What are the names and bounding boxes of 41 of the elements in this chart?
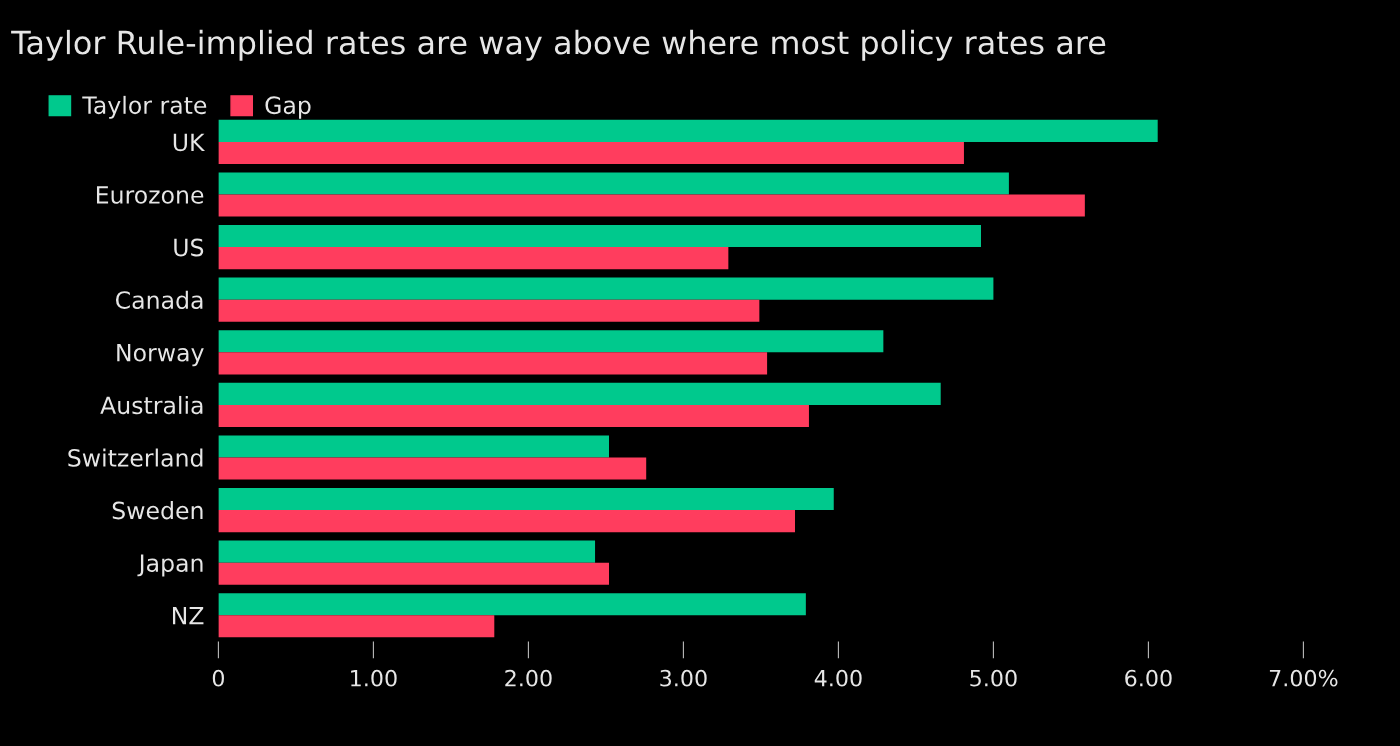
x-tick-label: 3.00	[660, 669, 707, 687]
x-tick-label: 0	[212, 669, 224, 687]
x-tick-label: 1.00	[351, 669, 397, 687]
bar	[218, 194, 1085, 217]
bar	[218, 487, 834, 511]
x-tick-label: 6.00	[1125, 669, 1172, 687]
x-tick-label: 4.00	[814, 669, 862, 687]
bar	[218, 382, 941, 405]
x-tick-label: 7.00%	[1269, 669, 1338, 687]
bar	[218, 330, 884, 353]
bar	[218, 562, 609, 585]
bar	[218, 510, 795, 533]
y-tick-label: US	[174, 238, 204, 257]
bar	[218, 299, 760, 322]
bar	[218, 593, 806, 616]
bar	[218, 141, 964, 165]
y-tick-label: Japan	[137, 554, 203, 577]
y-tick-label: Eurozone	[96, 186, 204, 204]
bar	[218, 277, 994, 300]
bar	[218, 247, 729, 270]
y-tick-label: Norway	[117, 344, 204, 367]
legend-label: Gap	[265, 96, 311, 119]
bar	[218, 119, 1158, 142]
y-tick-label: Canada	[115, 290, 203, 310]
x-tick-label: 2.00	[505, 669, 552, 687]
bar	[218, 457, 647, 480]
y-tick-label: NZ	[172, 607, 204, 625]
bar	[218, 404, 809, 427]
chart-title: Taylor Rule-implied rates are way above where most policy rates are	[11, 29, 1106, 61]
bar	[218, 352, 768, 375]
y-tick-label: Sweden	[112, 501, 203, 520]
bar	[218, 225, 981, 248]
bar	[218, 172, 1009, 195]
y-tick-label: Switzerland	[68, 448, 203, 467]
bar	[218, 540, 596, 563]
bar	[218, 615, 495, 638]
y-tick-label: UK	[173, 133, 206, 152]
bar	[218, 435, 609, 458]
legend-label: Taylor rate	[82, 95, 207, 119]
x-tick-label: 5.00	[970, 669, 1017, 687]
y-tick-label: Australia	[100, 395, 203, 415]
